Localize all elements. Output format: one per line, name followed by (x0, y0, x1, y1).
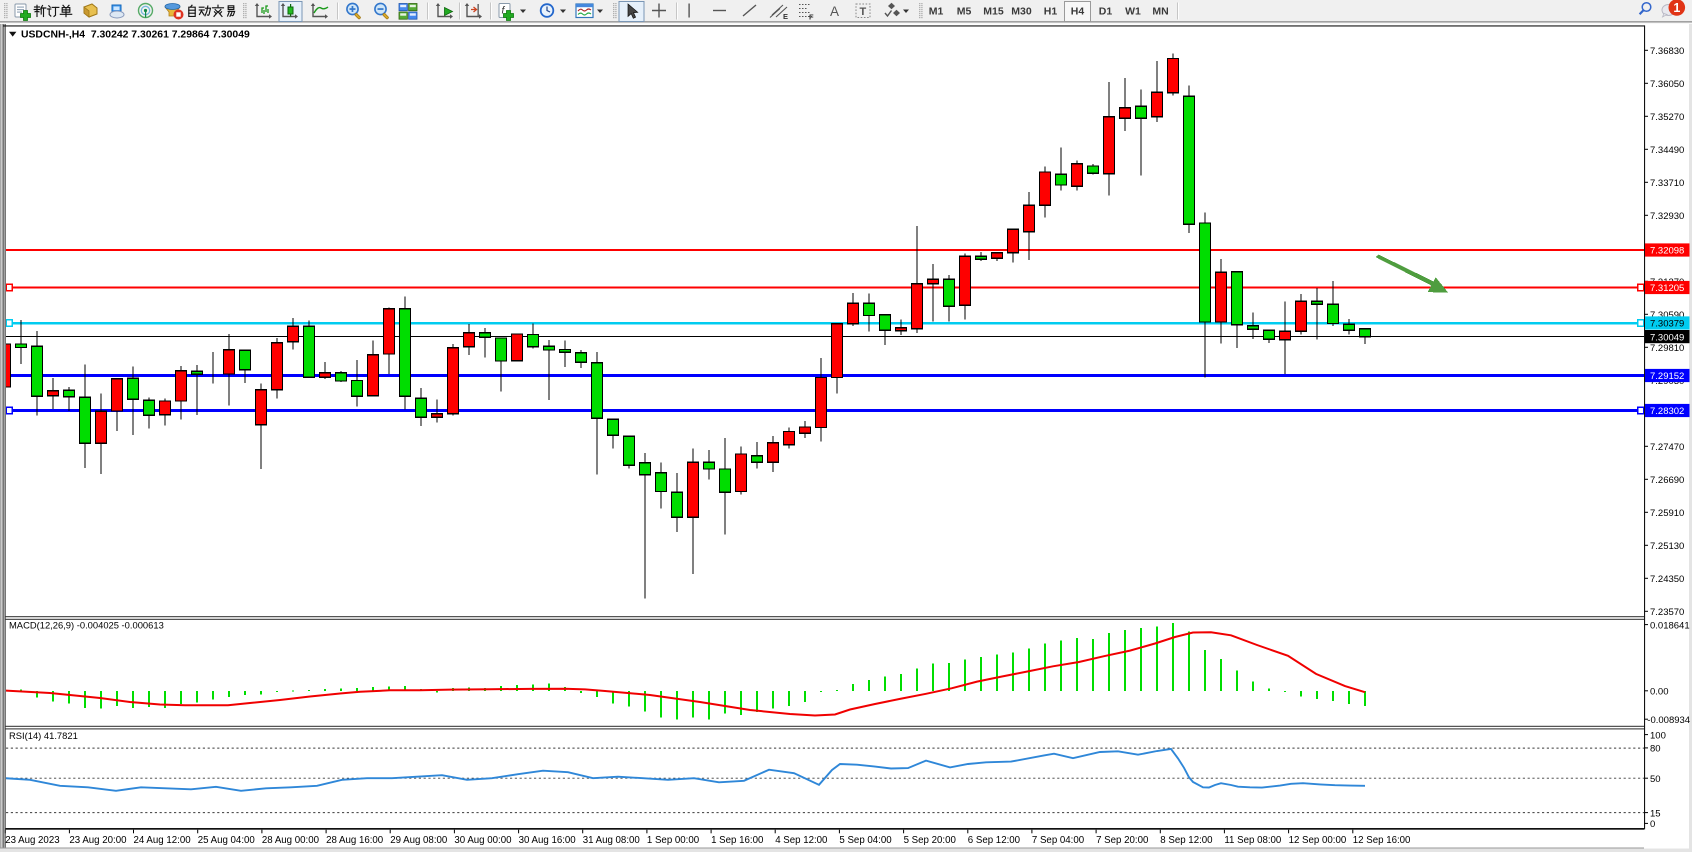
svg-text:7.35270: 7.35270 (1650, 112, 1684, 123)
svg-text:1: 1 (1673, 1, 1680, 15)
svg-text:A: A (830, 4, 839, 19)
svg-text:0.00: 0.00 (1650, 687, 1669, 698)
svg-text:5 Sep 20:00: 5 Sep 20:00 (904, 835, 957, 846)
svg-text:D1: D1 (1099, 5, 1113, 17)
svg-text:M30: M30 (1011, 5, 1032, 17)
svg-text:7.32930: 7.32930 (1650, 211, 1684, 222)
svg-text:29 Aug 08:00: 29 Aug 08:00 (390, 835, 448, 846)
svg-text:7.30590: 7.30590 (1650, 310, 1684, 321)
svg-text:0: 0 (1650, 819, 1655, 830)
svg-text:7.36050: 7.36050 (1650, 79, 1684, 90)
svg-text:25 Aug 04:00: 25 Aug 04:00 (198, 835, 256, 846)
svg-text:4 Sep 12:00: 4 Sep 12:00 (775, 835, 828, 846)
svg-text:28 Aug 16:00: 28 Aug 16:00 (326, 835, 384, 846)
svg-text:f: f (502, 6, 506, 17)
svg-text:7.23570: 7.23570 (1650, 607, 1684, 618)
svg-text:F: F (809, 13, 814, 22)
svg-text:7 Sep 20:00: 7 Sep 20:00 (1096, 835, 1149, 846)
svg-text:100: 100 (1650, 730, 1666, 741)
svg-text:6 Sep 12:00: 6 Sep 12:00 (968, 835, 1021, 846)
svg-text:12 Sep 00:00: 12 Sep 00:00 (1289, 835, 1347, 846)
svg-text:8 Sep 12:00: 8 Sep 12:00 (1160, 835, 1213, 846)
svg-text:7.30379: 7.30379 (1650, 319, 1684, 330)
svg-text:M15: M15 (983, 5, 1004, 17)
svg-text:7.25130: 7.25130 (1650, 541, 1684, 552)
svg-text:5 Sep 04:00: 5 Sep 04:00 (839, 835, 892, 846)
svg-text:7.25910: 7.25910 (1650, 508, 1684, 519)
svg-text:7.34490: 7.34490 (1650, 145, 1684, 156)
svg-text:7 Sep 04:00: 7 Sep 04:00 (1032, 835, 1085, 846)
svg-text:7.28302: 7.28302 (1650, 406, 1684, 417)
svg-text:1 Sep 16:00: 1 Sep 16:00 (711, 835, 764, 846)
svg-text:24 Aug 12:00: 24 Aug 12:00 (134, 835, 192, 846)
svg-text:23 Aug 2023: 23 Aug 2023 (5, 835, 59, 846)
svg-text:50: 50 (1650, 774, 1661, 785)
svg-text:7.26690: 7.26690 (1650, 475, 1684, 486)
svg-text:28 Aug 00:00: 28 Aug 00:00 (262, 835, 320, 846)
svg-text:H4: H4 (1071, 5, 1085, 17)
svg-text:RSI(14) 41.7821: RSI(14) 41.7821 (9, 730, 78, 741)
svg-text:31 Aug 08:00: 31 Aug 08:00 (583, 835, 641, 846)
svg-text:USDCNH-,H4 7.30242 7.30261 7.: USDCNH-,H4 7.30242 7.30261 7.29864 7.300… (21, 30, 250, 41)
svg-text:80: 80 (1650, 744, 1661, 755)
svg-text:7.27470: 7.27470 (1650, 442, 1684, 453)
svg-text:W1: W1 (1125, 5, 1141, 17)
svg-text:7.33710: 7.33710 (1650, 178, 1684, 189)
svg-text:MN: MN (1152, 5, 1168, 17)
svg-text:7.31205: 7.31205 (1650, 283, 1684, 294)
svg-text:30 Aug 00:00: 30 Aug 00:00 (454, 835, 512, 846)
svg-text:7.24350: 7.24350 (1650, 574, 1684, 585)
svg-text:7.36830: 7.36830 (1650, 46, 1684, 57)
svg-text:7.29152: 7.29152 (1650, 371, 1684, 382)
svg-text:7.32098: 7.32098 (1650, 246, 1684, 257)
svg-text:30 Aug 16:00: 30 Aug 16:00 (519, 835, 577, 846)
svg-text:M5: M5 (957, 5, 972, 17)
svg-text:0.018641: 0.018641 (1650, 620, 1690, 631)
svg-text:-0.008934: -0.008934 (1647, 715, 1690, 726)
svg-text:23 Aug 20:00: 23 Aug 20:00 (69, 835, 127, 846)
svg-text:M1: M1 (929, 5, 944, 17)
svg-text:7.29810: 7.29810 (1650, 343, 1684, 354)
svg-text:E: E (783, 12, 788, 21)
svg-text:15: 15 (1650, 808, 1661, 819)
svg-text:1 Sep 00:00: 1 Sep 00:00 (647, 835, 700, 846)
svg-text:11 Sep 08:00: 11 Sep 08:00 (1224, 835, 1282, 846)
svg-text:7.30049: 7.30049 (1650, 332, 1684, 343)
svg-text:MACD(12,26,9) -0.004025 -0.000: MACD(12,26,9) -0.004025 -0.000613 (9, 619, 164, 630)
svg-text:H1: H1 (1044, 5, 1058, 17)
svg-text:12 Sep 16:00: 12 Sep 16:00 (1353, 835, 1411, 846)
svg-text:T: T (860, 6, 867, 18)
